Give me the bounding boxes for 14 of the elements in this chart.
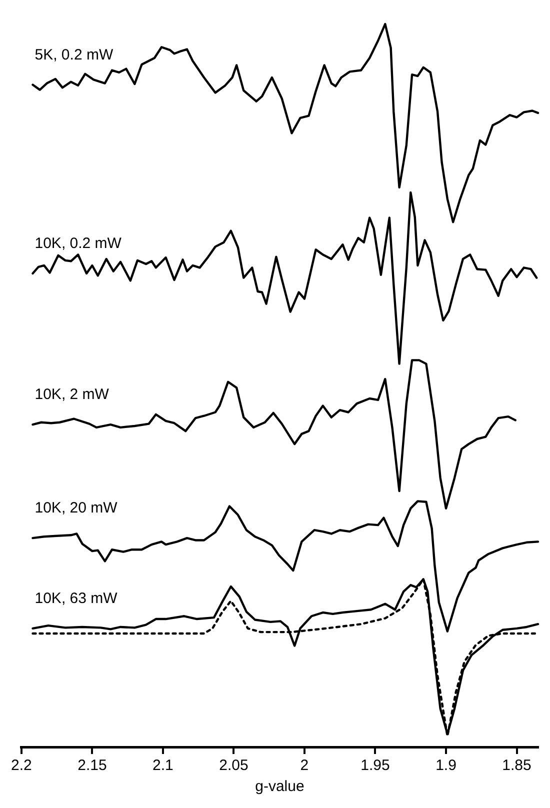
x-tick-label: 2.2	[10, 757, 32, 774]
series-label: 10K, 2 mW	[34, 386, 110, 404]
x-tick-label: 2.05	[219, 757, 248, 774]
x-tick-label: 2	[300, 757, 309, 774]
series-label: 10K, 20 mW	[34, 500, 118, 517]
series-label: 10K, 0.2 mW	[34, 235, 122, 252]
x-axis-title: g-value	[255, 778, 304, 796]
series-label: 10K, 63 mW	[34, 590, 118, 608]
series-label: 5K, 0.2 mW	[34, 46, 114, 64]
x-tick-label: 1.9	[436, 757, 456, 774]
x-tick-label: 2.1	[152, 757, 174, 774]
x-tick-label: 2.15	[78, 757, 107, 774]
x-tick-label: 1.95	[360, 757, 390, 774]
x-tick-label: 1.85	[502, 757, 532, 774]
